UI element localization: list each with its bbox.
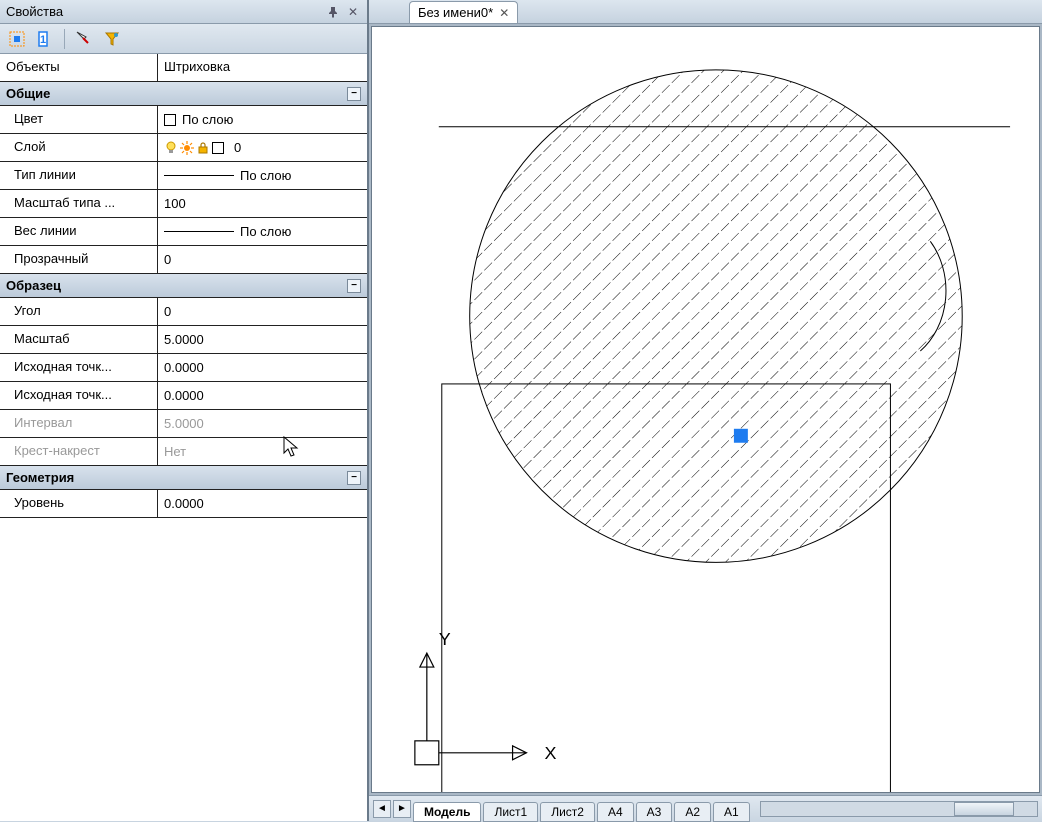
tab-scroll-right-icon[interactable]: ► — [393, 800, 411, 818]
document-tab-bar: Без имени0* ✕ — [369, 0, 1042, 24]
row-origin-x[interactable]: Исходная точк... 0.0000 — [0, 354, 367, 382]
section-pattern-title: Образец — [6, 278, 61, 293]
properties-panel: Свойства ✕ 1 — [0, 0, 369, 821]
drawing-area: Без имени0* ✕ XY ◄ ► МодельЛист1Лист2A4A… — [369, 0, 1042, 821]
collapse-icon[interactable]: − — [347, 279, 361, 293]
close-icon[interactable]: ✕ — [345, 4, 361, 20]
svg-text:X: X — [544, 743, 556, 763]
row-level[interactable]: Уровень 0.0000 — [0, 490, 367, 518]
layer-color-swatch — [212, 142, 224, 154]
tab-scroll-left-icon[interactable]: ◄ — [373, 800, 391, 818]
pin-icon[interactable] — [325, 4, 341, 20]
angle-value[interactable]: 0 — [158, 298, 367, 325]
svg-text:1: 1 — [40, 34, 46, 46]
layout-tab[interactable]: Лист1 — [483, 802, 538, 822]
quick-select-icon[interactable] — [71, 26, 97, 52]
level-value[interactable]: 0.0000 — [158, 490, 367, 517]
document-tab-title: Без имени0* — [418, 5, 493, 20]
properties-toolbar: 1 — [0, 24, 367, 54]
row-interval: Интервал 5.0000 — [0, 410, 367, 438]
row-lineweight[interactable]: Вес линии По слою — [0, 218, 367, 246]
row-transparent[interactable]: Прозрачный 0 — [0, 246, 367, 274]
lineweight-sample-icon — [164, 231, 234, 232]
lock-icon — [196, 141, 210, 155]
toggle-pick-icon[interactable] — [4, 26, 30, 52]
object-value[interactable]: Штриховка — [158, 54, 367, 81]
row-layer[interactable]: Слой 0 — [0, 134, 367, 162]
row-linetype[interactable]: Тип линии По слою — [0, 162, 367, 190]
section-general[interactable]: Общие − — [0, 82, 367, 106]
collapse-icon[interactable]: − — [347, 87, 361, 101]
row-angle[interactable]: Угол 0 — [0, 298, 367, 326]
origin-y-value[interactable]: 0.0000 — [158, 382, 367, 409]
lineweight-value: По слою — [240, 224, 291, 239]
row-color[interactable]: Цвет По слою — [0, 106, 367, 134]
layout-tab[interactable]: Лист2 — [540, 802, 595, 822]
scale-value[interactable]: 5.0000 — [158, 326, 367, 353]
color-value: По слою — [182, 112, 233, 127]
layer-value: 0 — [234, 140, 241, 155]
layout-tab[interactable]: A2 — [674, 802, 711, 822]
layout-tab[interactable]: Модель — [413, 802, 481, 822]
row-cross: Крест-накрест Нет — [0, 438, 367, 466]
layout-tab-bar: ◄ ► МодельЛист1Лист2A4A3A2A1 — [369, 795, 1042, 821]
ltscale-value[interactable]: 100 — [158, 190, 367, 217]
tab-close-icon[interactable]: ✕ — [499, 6, 509, 20]
scrollbar-thumb[interactable] — [954, 802, 1014, 816]
object-type-row: Объекты Штриховка — [0, 54, 367, 82]
panel-title: Свойства — [6, 4, 321, 19]
row-origin-y[interactable]: Исходная точк... 0.0000 — [0, 382, 367, 410]
section-general-title: Общие — [6, 86, 50, 101]
object-label: Объекты — [0, 54, 158, 81]
section-geometry[interactable]: Геометрия − — [0, 466, 367, 490]
linetype-value: По слою — [240, 168, 291, 183]
bulb-icon — [164, 141, 178, 155]
drawing-canvas[interactable]: XY — [372, 27, 1039, 793]
layout-tab[interactable]: A1 — [713, 802, 750, 822]
svg-text:Y: Y — [439, 629, 451, 649]
row-scale[interactable]: Масштаб 5.0000 — [0, 326, 367, 354]
select-one-icon[interactable]: 1 — [32, 26, 58, 52]
document-tab[interactable]: Без имени0* ✕ — [409, 1, 518, 23]
panel-titlebar: Свойства ✕ — [0, 0, 367, 24]
linetype-sample-icon — [164, 175, 234, 176]
toolbar-separator — [64, 29, 65, 49]
layout-tab[interactable]: A4 — [597, 802, 634, 822]
transparent-value[interactable]: 0 — [158, 246, 367, 273]
origin-x-value[interactable]: 0.0000 — [158, 354, 367, 381]
row-ltscale[interactable]: Масштаб типа ... 100 — [0, 190, 367, 218]
section-pattern[interactable]: Образец − — [0, 274, 367, 298]
panel-empty-area — [0, 518, 367, 821]
layout-tab[interactable]: A3 — [636, 802, 673, 822]
horizontal-scrollbar[interactable] — [760, 801, 1038, 817]
layer-icons — [164, 141, 230, 155]
interval-value: 5.0000 — [158, 410, 367, 437]
collapse-icon[interactable]: − — [347, 471, 361, 485]
sun-icon — [180, 141, 194, 155]
color-swatch-icon — [164, 114, 176, 126]
cross-value: Нет — [158, 438, 367, 465]
section-geometry-title: Геометрия — [6, 470, 74, 485]
filter-icon[interactable] — [99, 26, 125, 52]
canvas-viewport[interactable]: XY — [371, 26, 1040, 793]
